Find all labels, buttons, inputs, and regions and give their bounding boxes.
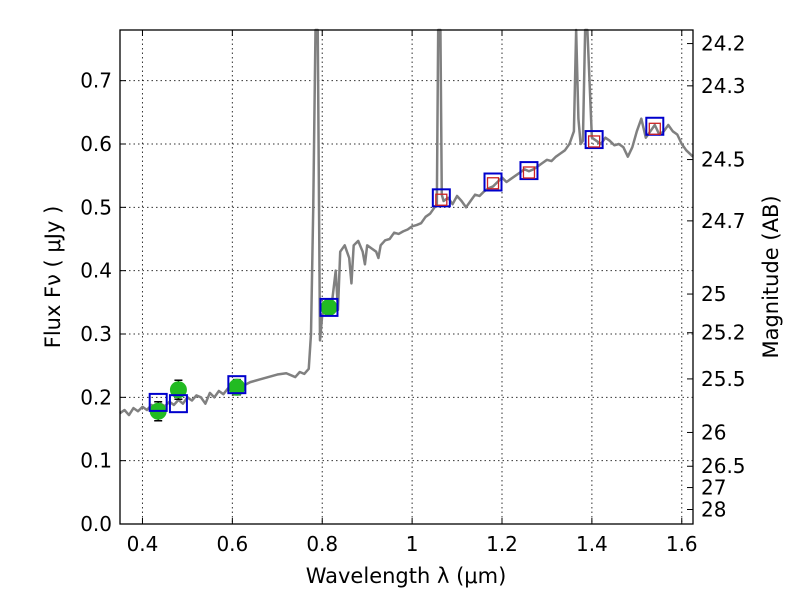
y-tick-label: 0.7	[80, 69, 112, 93]
x-tick-label: 0.8	[306, 532, 338, 556]
x-tick-label: 1.4	[576, 532, 608, 556]
y-tick-label: 0.0	[80, 512, 112, 536]
mag-tick-label: 24.7	[701, 209, 746, 233]
mag-tick-label: 24.3	[701, 74, 746, 98]
alt-photometry-point	[648, 122, 661, 135]
mag-tick-label: 26	[701, 420, 726, 444]
mag-tick-label: 25.2	[701, 321, 746, 345]
mag-tick-label: 25.5	[701, 367, 746, 391]
model-spectrum-line	[119, 28, 694, 417]
y-tick-label: 0.6	[80, 132, 112, 156]
x-axis-label: Wavelength λ (μm)	[306, 564, 507, 588]
model-photometry-point	[519, 161, 539, 181]
y-tick-label: 0.3	[80, 322, 112, 346]
grid	[120, 30, 693, 525]
x-tick-label: 0.6	[216, 532, 248, 556]
observed-point	[169, 381, 187, 399]
mag-tick-label: 26.5	[701, 454, 746, 478]
axis-ticks	[120, 30, 693, 525]
mag-tick-label: 25	[701, 282, 726, 306]
x-tick-label: 1.6	[666, 532, 698, 556]
plot-series	[119, 28, 694, 422]
x-tick-label: 1	[406, 532, 419, 556]
y-tick-label: 0.4	[80, 259, 112, 283]
y-tick-label: 0.1	[80, 449, 112, 473]
mag-tick-label: 28	[701, 497, 726, 521]
y2-axis-label: Magnitude (AB)	[759, 195, 783, 358]
model-photometry-point	[483, 172, 503, 192]
y-tick-label: 0.2	[80, 385, 112, 409]
axis-tick-labels: 0.4 0.6 0.8 1 1.2 1.4 1.6 0.0 0.1 0.2 0.3 0.4 0.5 0.6…	[80, 32, 745, 556]
alt-photometry-point	[522, 166, 536, 179]
model-photometry-point	[148, 392, 168, 412]
model-photometry-point	[431, 188, 451, 208]
plot-frame	[119, 29, 694, 525]
y-axis-label: Flux Fν ( μJy )	[41, 206, 65, 349]
model-photometry-point	[227, 375, 247, 395]
alt-photometry-point	[587, 135, 601, 148]
mag-tick-label: 24.5	[701, 148, 746, 172]
x-tick-label: 0.4	[127, 532, 159, 556]
mag-tick-label: 24.2	[701, 32, 746, 56]
observed-point	[320, 298, 338, 316]
y-tick-label: 0.5	[80, 195, 112, 219]
alt-photometry-point	[435, 193, 448, 206]
model-photometry-point	[584, 130, 604, 150]
model-photometry-point	[319, 297, 339, 317]
model-photometry-point	[168, 394, 188, 414]
alt-photometry-point	[486, 177, 500, 190]
mag-tick-label: 27	[701, 476, 726, 500]
x-tick-label: 1.2	[486, 532, 518, 556]
